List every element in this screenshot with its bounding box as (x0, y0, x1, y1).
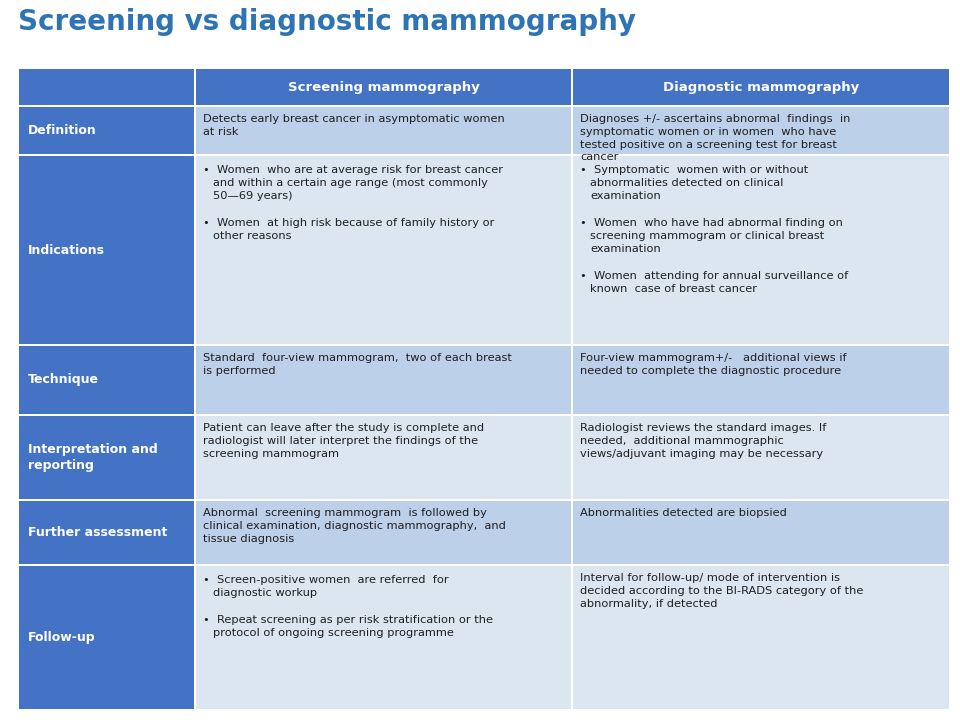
Bar (573, 107, 949, 154)
Bar (196, 107, 571, 154)
Text: Follow-up: Follow-up (28, 631, 96, 644)
Text: •  Women  at high risk because of family history or: • Women at high risk because of family h… (203, 218, 494, 228)
Text: known  case of breast cancer: known case of breast cancer (590, 284, 757, 294)
Text: •  Women  who have had abnormal finding on: • Women who have had abnormal finding on (580, 218, 843, 228)
Text: •  Women  who are at average risk for breast cancer: • Women who are at average risk for brea… (203, 165, 503, 175)
Text: •  Repeat screening as per risk stratification or the: • Repeat screening as per risk stratific… (203, 615, 493, 625)
Bar (573, 500, 949, 564)
Text: screening mammogram or clinical breast: screening mammogram or clinical breast (590, 231, 825, 241)
Text: Diagnoses +/- ascertains abnormal  findings  in
symptomatic women or in women  w: Diagnoses +/- ascertains abnormal findin… (580, 114, 851, 163)
Bar (196, 500, 571, 564)
Bar (573, 415, 949, 499)
Text: protocol of ongoing screening programme: protocol of ongoing screening programme (213, 628, 454, 638)
Bar (573, 68, 949, 105)
Text: Detects early breast cancer in asymptomatic women
at risk: Detects early breast cancer in asymptoma… (203, 114, 505, 137)
Text: Screening vs diagnostic mammography: Screening vs diagnostic mammography (18, 8, 636, 36)
Text: Abnormal  screening mammogram  is followed by
clinical examination, diagnostic m: Abnormal screening mammogram is followed… (203, 508, 506, 544)
Bar (19, 156, 194, 344)
Bar (19, 415, 194, 499)
Bar (19, 68, 194, 105)
Text: 50—69 years): 50—69 years) (213, 191, 293, 201)
Bar (19, 107, 194, 154)
Bar (196, 346, 571, 414)
Bar (19, 346, 194, 414)
Bar (19, 500, 194, 564)
Text: Radiologist reviews the standard images. If
needed,  additional mammographic
vie: Radiologist reviews the standard images.… (580, 423, 827, 459)
Bar (196, 566, 571, 709)
Text: abnormalities detected on clinical: abnormalities detected on clinical (590, 178, 783, 188)
Bar (196, 68, 571, 105)
Bar (573, 346, 949, 414)
Bar (573, 566, 949, 709)
Text: Patient can leave after the study is complete and
radiologist will later interpr: Patient can leave after the study is com… (203, 423, 484, 459)
Text: •  Screen-positive women  are referred  for: • Screen-positive women are referred for (203, 575, 448, 585)
Bar (19, 566, 194, 709)
Text: diagnostic workup: diagnostic workup (213, 588, 317, 598)
Text: Screening mammography: Screening mammography (288, 81, 479, 94)
Text: Definition: Definition (28, 124, 97, 137)
Text: Further assessment: Further assessment (28, 526, 167, 539)
Text: examination: examination (590, 191, 660, 201)
Text: •  Women  attending for annual surveillance of: • Women attending for annual surveillanc… (580, 271, 849, 281)
Text: examination: examination (590, 244, 660, 254)
Text: Indications: Indications (28, 243, 105, 256)
Text: Diagnostic mammography: Diagnostic mammography (662, 81, 859, 94)
Text: Abnormalities detected are biopsied: Abnormalities detected are biopsied (580, 508, 787, 518)
Text: Standard  four-view mammogram,  two of each breast
is performed: Standard four-view mammogram, two of eac… (203, 353, 512, 376)
Text: Technique: Technique (28, 374, 99, 387)
Text: and within a certain age range (most commonly: and within a certain age range (most com… (213, 178, 488, 188)
Bar (573, 156, 949, 344)
Text: Interval for follow-up/ mode of intervention is
decided according to the BI-RADS: Interval for follow-up/ mode of interven… (580, 573, 863, 608)
Text: Interpretation and
reporting: Interpretation and reporting (28, 444, 157, 472)
Text: other reasons: other reasons (213, 231, 292, 241)
Text: •  Symptomatic  women with or without: • Symptomatic women with or without (580, 165, 808, 175)
Bar (196, 156, 571, 344)
Text: Four-view mammogram+/-   additional views if
needed to complete the diagnostic p: Four-view mammogram+/- additional views … (580, 353, 847, 376)
Bar (196, 415, 571, 499)
